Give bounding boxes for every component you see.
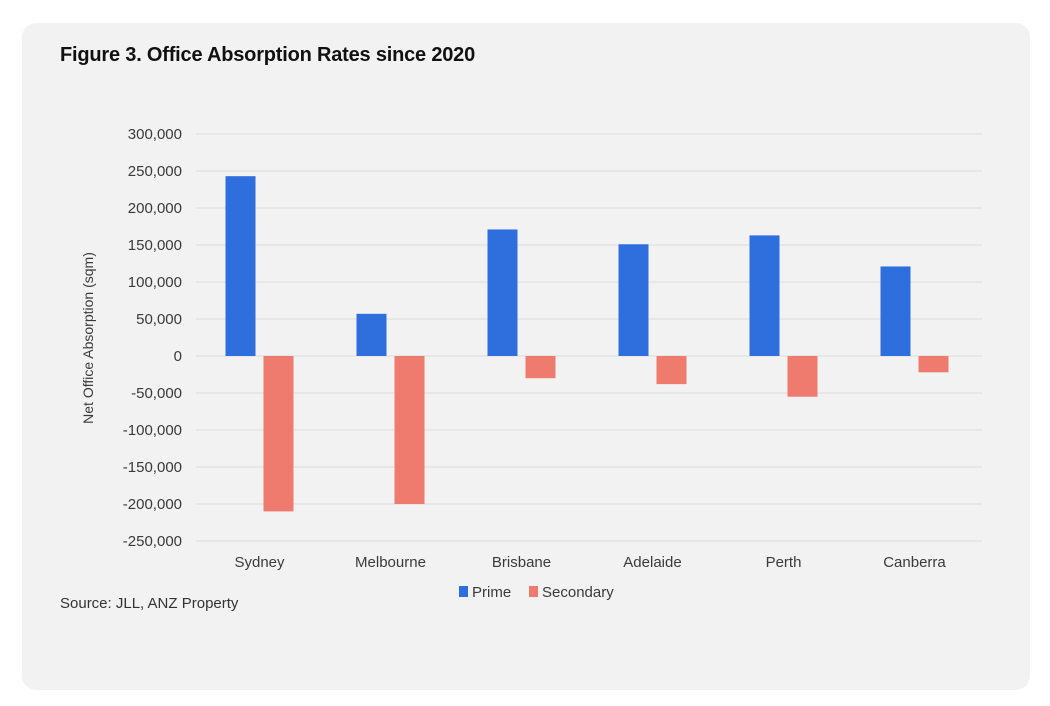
legend-swatch-prime (459, 586, 468, 597)
bar-secondary-adelaide (656, 356, 687, 385)
x-category-label: Sydney (234, 554, 285, 571)
x-category-label: Melbourne (355, 554, 426, 571)
y-tick-label: -150,000 (123, 459, 182, 476)
y-tick-label: -100,000 (123, 422, 182, 439)
bar-secondary-canberra (918, 356, 949, 373)
bar-prime-brisbane (487, 229, 518, 356)
legend-label-prime: Prime (472, 584, 511, 601)
gridlines (196, 133, 982, 542)
y-tick-label: 0 (174, 348, 182, 365)
bar-secondary-sydney (263, 356, 294, 512)
x-category-label: Adelaide (623, 554, 681, 571)
y-tick-label: 150,000 (128, 237, 182, 254)
bar-secondary-melbourne (394, 356, 425, 504)
legend-swatch-secondary (529, 586, 538, 597)
figure-title: Figure 3. Office Absorption Rates since … (60, 44, 476, 66)
x-category-label: Canberra (883, 554, 946, 571)
bar-prime-sydney (225, 176, 256, 356)
bar-prime-adelaide (618, 244, 649, 356)
source-note: Source: JLL, ANZ Property (60, 595, 239, 612)
x-category-label: Perth (766, 554, 802, 571)
bar-prime-melbourne (356, 313, 387, 356)
y-axis-label: Net Office Absorption (sqm) (80, 252, 96, 424)
legend: Prime Secondary (459, 584, 614, 601)
bar-prime-perth (749, 235, 780, 356)
y-tick-label: -200,000 (123, 496, 182, 513)
y-tick-label: 100,000 (128, 274, 182, 291)
y-tick-label: -250,000 (123, 533, 182, 550)
y-tick-label: 300,000 (128, 126, 182, 143)
y-tick-label: -50,000 (131, 385, 182, 402)
bar-secondary-brisbane (525, 356, 556, 379)
y-tick-label: 50,000 (136, 311, 182, 328)
y-tick-label: 200,000 (128, 200, 182, 217)
x-axis-categories: Sydney Melbourne Brisbane Adelaide Perth Canb… (234, 554, 946, 571)
y-tick-label: 250,000 (128, 163, 182, 180)
y-axis-ticks: 300,000 250,000 200,000 150,000 100,000 50,00… (123, 126, 182, 550)
bar-secondary-perth (787, 356, 818, 397)
legend-label-secondary: Secondary (542, 584, 614, 601)
bars (225, 176, 949, 512)
x-category-label: Brisbane (492, 554, 551, 571)
bar-prime-canberra (880, 266, 911, 356)
